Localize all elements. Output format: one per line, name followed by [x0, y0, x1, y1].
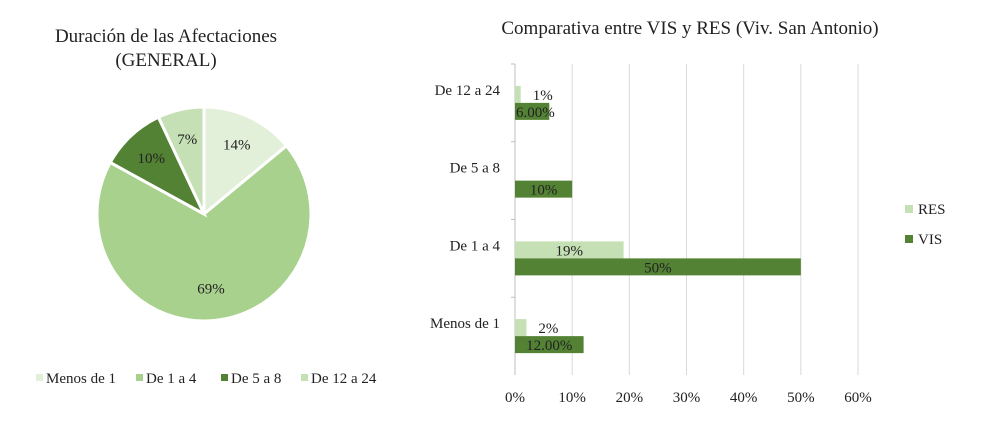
pie-label-de-12-a-24: 7% — [177, 132, 197, 148]
pie-legend-item-de-12-a-24: De 12 a 24 — [301, 371, 377, 387]
bar-x-tick-labels: 0% 10% 20% 30% 40% 50% 60% — [505, 390, 872, 406]
bar-category-labels: Menos de 1 De 1 a 4 De 5 a 8 De 12 a 24 — [430, 83, 500, 332]
pie-chart: Duración de las Afectaciones (GENERAL) 1… — [36, 26, 377, 387]
bar-res-de-1-a-4 — [515, 241, 624, 259]
x-tick-50: 50% — [787, 390, 815, 406]
data-label-res-de-12-a-24: 1% — [533, 88, 553, 104]
legend-label: Menos de 1 — [46, 371, 116, 387]
legend-label: De 1 a 4 — [146, 371, 197, 387]
pie-title-line-2: (GENERAL) — [115, 50, 216, 71]
pie-label-menos-de-1: 14% — [223, 137, 251, 153]
pie-legend-item-de-1-a-4: De 1 a 4 — [136, 371, 197, 387]
legend-swatch — [136, 374, 143, 381]
bar-vis-de-1-a-4 — [515, 258, 801, 276]
legend-swatch — [301, 374, 308, 381]
legend-swatch — [905, 235, 913, 243]
pie-legend-item-menos-de-1: Menos de 1 — [36, 371, 116, 387]
pie-slices — [95, 105, 313, 323]
legend-swatch — [905, 205, 913, 213]
pie-labels: 14% 69% 10% 7% — [138, 132, 251, 298]
x-tick-40: 40% — [730, 390, 758, 406]
legend-label: VIS — [918, 232, 942, 248]
legend-label: De 12 a 24 — [311, 371, 377, 387]
bar-res-menos-de-1 — [515, 319, 527, 337]
x-tick-10: 10% — [558, 390, 586, 406]
category-label-menos-de-1: Menos de 1 — [430, 316, 500, 332]
bar-bars — [515, 85, 801, 354]
bar-title: Comparativa entre VIS y RES (Viv. San An… — [501, 18, 878, 39]
x-tick-60: 60% — [844, 390, 872, 406]
bar-vis-de-5-a-8 — [515, 180, 573, 198]
bar-res-de-12-a-24 — [515, 85, 521, 103]
data-label-vis-de-5-a-8: 10% — [530, 183, 558, 199]
data-label-res-menos-de-1: 2% — [538, 321, 558, 337]
x-tick-30: 30% — [673, 390, 701, 406]
bar-legend: RES VIS — [905, 202, 946, 248]
bar-gridlines — [511, 63, 859, 375]
x-tick-20: 20% — [616, 390, 644, 406]
pie-label-de-5-a-8: 10% — [138, 151, 166, 167]
bar-chart: Comparativa entre VIS y RES (Viv. San An… — [430, 18, 946, 406]
category-label-de-5-a-8: De 5 a 8 — [450, 161, 500, 177]
bar-data-labels: 2%12.00% 19% 50% 10% 1%6.00% — [516, 88, 672, 354]
pie-slice-de-1-a-4 — [95, 143, 313, 323]
bar-vis-de-12-a-24 — [515, 102, 550, 120]
legend-swatch — [36, 374, 43, 381]
pie-legend: Menos de 1 De 1 a 4 De 5 a 8 De 12 a 24 — [36, 371, 377, 387]
data-label-vis-de-12-a-24: 6.00% — [516, 105, 555, 121]
bar-legend-item-vis: VIS — [905, 232, 942, 248]
pie-legend-item-de-5-a-8: De 5 a 8 — [221, 371, 281, 387]
pie-label-de-1-a-4: 69% — [197, 282, 225, 298]
data-label-res-de-1-a-4: 19% — [556, 243, 584, 259]
category-label-de-1-a-4: De 1 a 4 — [450, 238, 501, 254]
legend-label: RES — [918, 202, 946, 218]
legend-swatch — [221, 374, 228, 381]
category-label-de-12-a-24: De 12 a 24 — [435, 83, 501, 99]
bar-vis-menos-de-1 — [515, 336, 584, 354]
bar-legend-item-res: RES — [905, 202, 946, 218]
legend-label: De 5 a 8 — [231, 371, 281, 387]
pie-slice-menos-de-1 — [202, 105, 289, 218]
x-tick-0: 0% — [505, 390, 525, 406]
pie-title-line-1: Duración de las Afectaciones — [55, 26, 277, 47]
data-label-vis-menos-de-1: 12.00% — [526, 338, 572, 354]
data-label-vis-de-1-a-4: 50% — [644, 260, 672, 276]
pie-slice-de-12-a-24 — [156, 105, 206, 215]
